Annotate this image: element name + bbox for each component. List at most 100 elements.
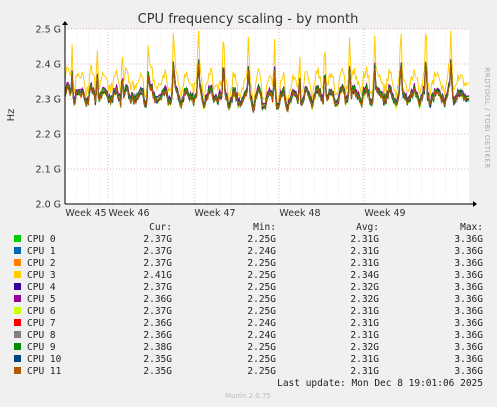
legend-name: CPU 9 [27,342,56,353]
legend-item: CPU 10 2.35G 2.25G 2.31G 3.36G [14,354,483,365]
legend-cur: 2.36G [143,318,172,329]
legend-min: 2.24G [247,246,276,257]
legend-max: 3.36G [454,306,483,317]
legend-swatch [14,235,21,242]
legend-swatch [14,331,21,338]
legend-name: CPU 2 [27,258,56,269]
legend-swatch [14,271,21,278]
legend-item: CPU 4 2.37G 2.25G 2.32G 3.36G [14,282,483,293]
munin-version: Munin 2.0.75 [225,392,271,400]
legend-avg: 2.31G [350,258,379,269]
legend-cur: 2.36G [143,330,172,341]
legend-avg: 2.31G [350,330,379,341]
legend-cur: 2.37G [143,306,172,317]
y-tick-label: 2.4 G [36,60,62,71]
legend-avg: 2.31G [350,318,379,329]
legend-swatch [14,283,21,290]
legend-avg: 2.31G [350,234,379,245]
legend-avg: 2.31G [350,354,379,365]
legend-cur: 2.37G [143,234,172,245]
legend-max: 3.36G [454,282,483,293]
legend-max: 3.36G [454,294,483,305]
legend-max: 3.36G [454,366,483,377]
legend-avg: 2.31G [350,366,379,377]
legend-min: 2.25G [247,294,276,305]
legend-min: 2.25G [247,366,276,377]
legend-name: CPU 1 [27,246,56,257]
legend-name: CPU 4 [27,282,56,293]
legend-name: CPU 7 [27,318,56,329]
legend-item: CPU 2 2.37G 2.25G 2.31G 3.36G [14,258,483,269]
legend-name: CPU 3 [27,270,56,281]
legend-cur: 2.37G [143,246,172,257]
legend-swatch [14,319,21,326]
legend-cur: 2.35G [143,366,172,377]
legend-min: 2.25G [247,270,276,281]
legend-name: CPU 0 [27,234,56,245]
legend-max: 3.36G [454,234,483,245]
legend-min: 2.25G [247,342,276,353]
y-tick-label: 2.2 G [36,130,62,141]
legend-header-cur: Cur: [149,222,172,233]
legend-min: 2.25G [247,354,276,365]
legend-cur: 2.36G [143,294,172,305]
legend-swatch [14,307,21,314]
legend-name: CPU 5 [27,294,56,305]
legend-cur: 2.37G [143,282,172,293]
legend-max: 3.36G [454,270,483,281]
legend-min: 2.24G [247,330,276,341]
x-tick-labels: Week 45 Week 46 Week 47 Week 48 Week 49 [65,208,405,219]
legend-item: CPU 9 2.38G 2.25G 2.32G 3.36G [14,342,483,353]
legend-swatch [14,295,21,302]
last-update: Last update: Mon Dec 8 19:01:06 2025 [277,378,483,389]
legend-swatch [14,259,21,266]
legend-max: 3.36G [454,318,483,329]
legend-avg: 2.32G [350,342,379,353]
x-tick-label: Week 45 [65,208,106,219]
legend-max: 3.36G [454,246,483,257]
legend-name: CPU 11 [27,366,62,377]
legend-max: 3.36G [454,330,483,341]
series-line [64,30,469,105]
legend-avg: 2.31G [350,306,379,317]
legend-item: CPU 1 2.37G 2.24G 2.31G 3.36G [14,246,483,257]
legend-name: CPU 10 [27,354,62,365]
legend-max: 3.36G [454,354,483,365]
axes [62,21,477,207]
y-axis-label: Hz [6,109,17,122]
legend-item: CPU 8 2.36G 2.24G 2.31G 3.36G [14,330,483,341]
legend-cur: 2.37G [143,258,172,269]
legend-header-max: Max: [460,222,483,233]
legend-cur: 2.35G [143,354,172,365]
grid [65,28,469,205]
legend-swatch [14,247,21,254]
x-tick-label: Week 49 [364,208,405,219]
legend-name: CPU 6 [27,306,56,317]
x-axis-arrow [473,201,477,207]
legend-item: CPU 3 2.41G 2.25G 2.34G 3.36G [14,270,483,281]
series-lines [64,30,470,114]
legend-max: 3.36G [454,258,483,269]
legend-swatch [14,355,21,362]
legend-min: 2.25G [247,234,276,245]
y-tick-label: 2.1 G [36,165,62,176]
legend-swatch [14,367,21,374]
legend-avg: 2.32G [350,282,379,293]
legend-item: CPU 5 2.36G 2.25G 2.32G 3.36G [14,294,483,305]
y-tick-label: 2.0 G [36,200,62,211]
y-axis-arrow [62,21,68,25]
legend-header-min: Min: [253,222,276,233]
legend-avg: 2.31G [350,246,379,257]
legend-header-avg: Avg: [356,222,379,233]
rrdtool-credit: RRDTOOL / TOBI OETIKER [483,67,491,168]
legend-min: 2.25G [247,306,276,317]
legend-item: CPU 0 2.37G 2.25G 2.31G 3.36G [14,234,483,245]
x-tick-label: Week 48 [279,208,320,219]
legend-item: CPU 6 2.37G 2.25G 2.31G 3.36G [14,306,483,317]
legend-max: 3.36G [454,342,483,353]
legend-item: CPU 11 2.35G 2.25G 2.31G 3.36G [14,366,483,377]
legend-avg: 2.32G [350,294,379,305]
legend: Cur: Min: Avg: Max: CPU 0 2.37G 2.25G 2.31G… [14,222,483,377]
x-tick-label: Week 46 [108,208,149,219]
